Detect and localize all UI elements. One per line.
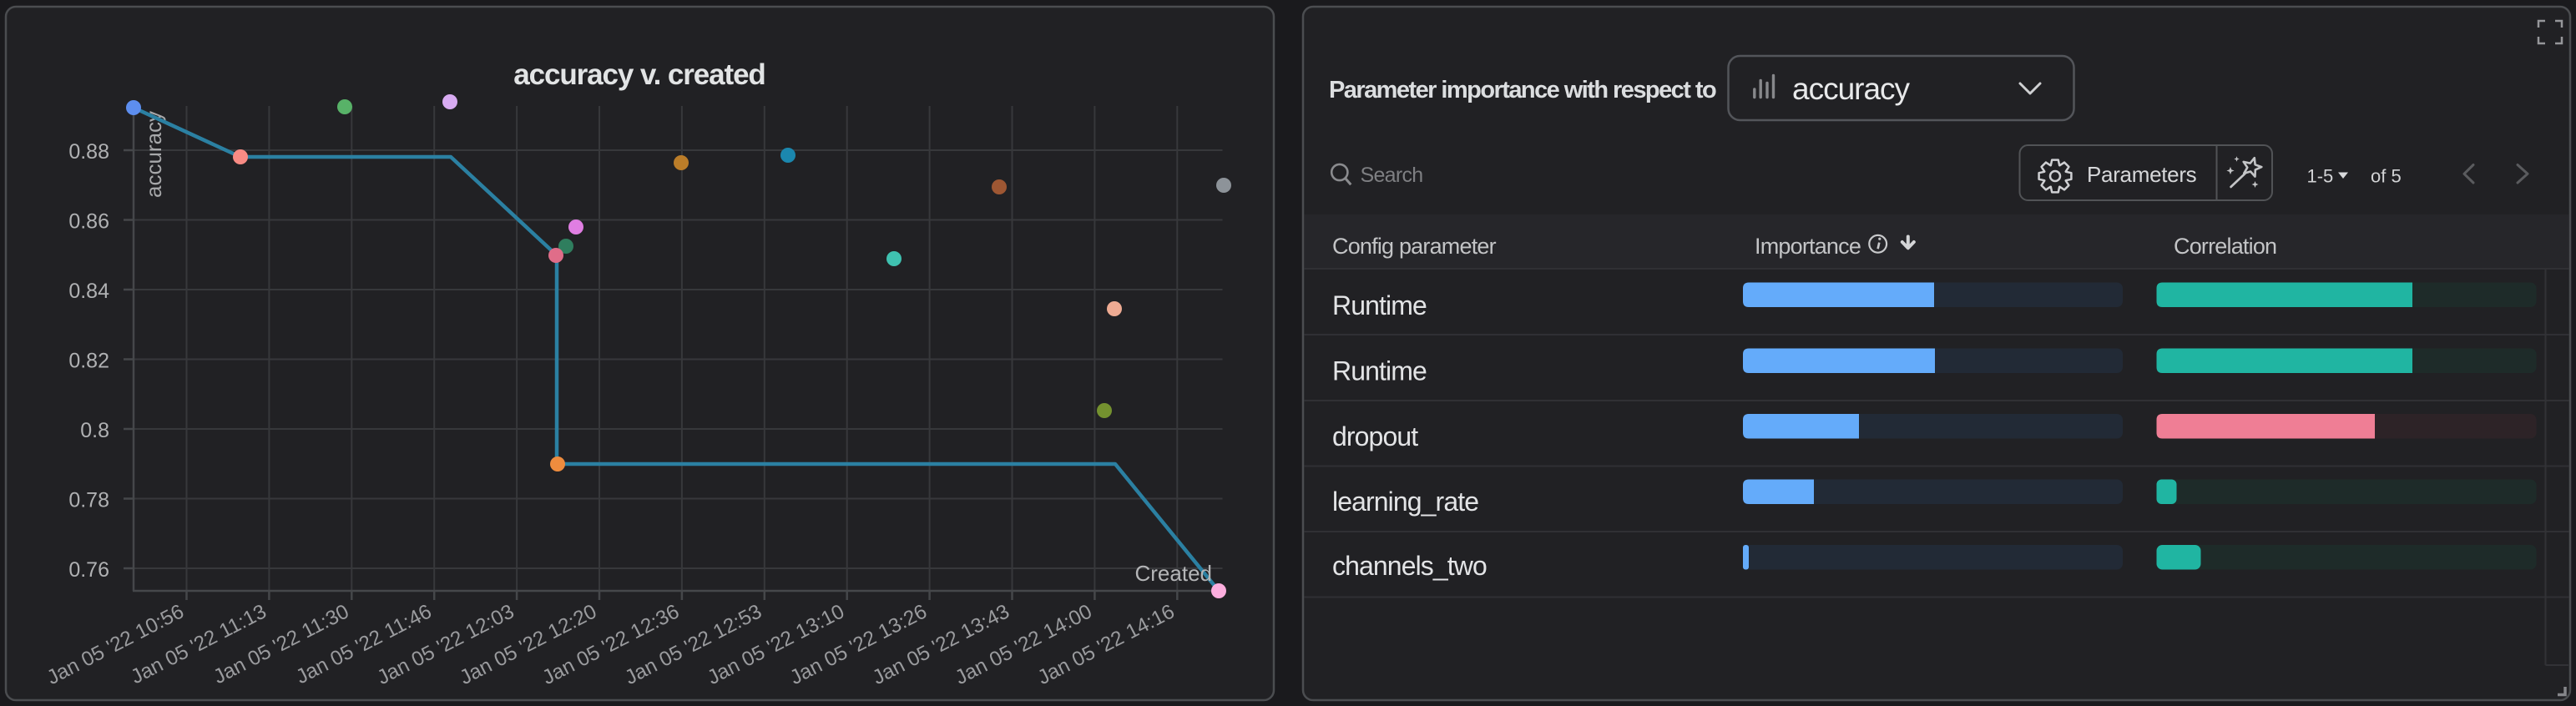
svg-text:0.76: 0.76 xyxy=(68,558,109,582)
svg-text:Parameters: Parameters xyxy=(2087,162,2197,187)
svg-text:learning_rate: learning_rate xyxy=(1332,487,1478,517)
svg-text:Runtime: Runtime xyxy=(1332,356,1427,386)
svg-text:accuracy: accuracy xyxy=(1792,72,1911,106)
svg-text:0.88: 0.88 xyxy=(68,140,109,164)
svg-text:0.82: 0.82 xyxy=(68,350,109,373)
svg-text:Parameter importance with resp: Parameter importance with respect to xyxy=(1329,77,1716,103)
svg-text:accuracy: accuracy xyxy=(141,111,166,198)
svg-text:0.8: 0.8 xyxy=(80,419,109,442)
svg-text:Importance: Importance xyxy=(1755,234,1861,259)
svg-text:1-5: 1-5 xyxy=(2307,166,2334,187)
svg-text:0.84: 0.84 xyxy=(68,280,109,303)
svg-text:channels_two: channels_two xyxy=(1332,551,1487,581)
svg-text:0.78: 0.78 xyxy=(68,489,109,512)
svg-text:Runtime: Runtime xyxy=(1332,290,1427,320)
svg-text:dropout: dropout xyxy=(1332,421,1418,451)
svg-text:of 5: of 5 xyxy=(2371,166,2402,187)
svg-text:Correlation: Correlation xyxy=(2174,234,2276,259)
svg-text:accuracy v. created: accuracy v. created xyxy=(513,58,765,91)
svg-text:Created: Created xyxy=(1135,561,1213,586)
svg-text:Search: Search xyxy=(1361,164,1423,187)
svg-text:Config parameter: Config parameter xyxy=(1332,234,1497,259)
svg-text:0.86: 0.86 xyxy=(68,210,109,234)
